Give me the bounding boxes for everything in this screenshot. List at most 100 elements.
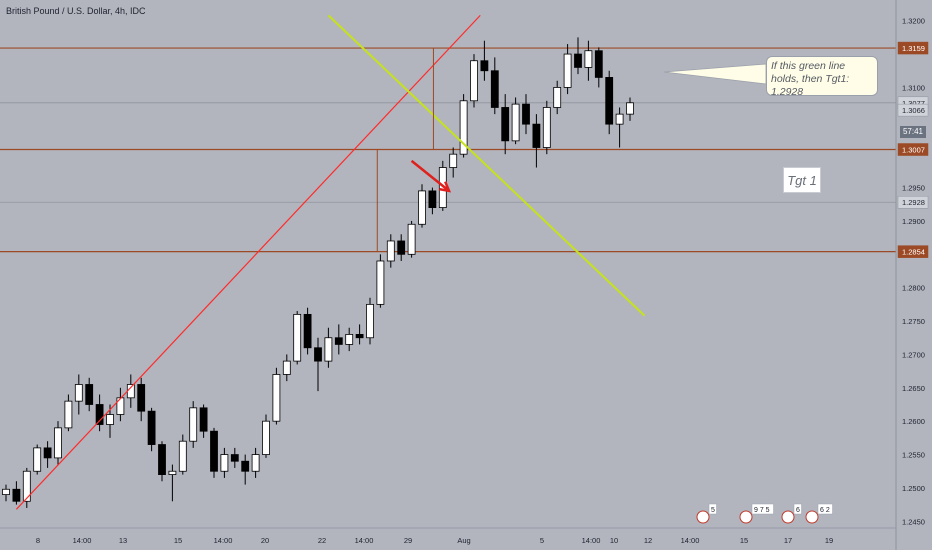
flag-icon	[696, 510, 710, 524]
x-tick-label: 14:00	[73, 536, 92, 545]
candle-body	[95, 404, 104, 425]
candle-body	[2, 488, 10, 496]
candle-body	[480, 60, 489, 72]
y-tick-label: 1.2900	[902, 217, 925, 226]
price-label: 1.3159	[902, 44, 925, 53]
candle-body	[262, 420, 270, 455]
candle-body	[158, 444, 166, 475]
candle-body	[147, 410, 156, 445]
candle-body	[522, 103, 530, 125]
down-arrow	[410, 159, 450, 192]
x-tick-label: 17	[784, 536, 792, 545]
target-label[interactable]: Tgt 1	[783, 167, 821, 193]
candles	[2, 37, 634, 508]
drawings	[15, 14, 767, 510]
candle-body	[542, 107, 551, 148]
calendar-events: 5 9 7 5 6 6 2	[696, 503, 833, 524]
red-trendline	[15, 14, 481, 510]
candle-body	[490, 70, 499, 108]
annotation-note[interactable]: If this green line holds, then Tgt1: 1.2…	[766, 56, 878, 98]
candle-body	[137, 384, 146, 412]
candle-body	[12, 488, 21, 502]
candle-body	[594, 50, 603, 78]
candle-body	[366, 303, 374, 339]
green-trendline	[327, 14, 646, 317]
price-axis: 1.3200 1.3100 1.2950 1.2900 1.2800 1.2750 1.27…	[895, 0, 932, 550]
candle-body	[407, 223, 416, 255]
y-tick-label: 1.2600	[902, 417, 925, 426]
flag-icon	[781, 510, 795, 524]
x-tick-label: 5	[540, 536, 544, 545]
horizontal-levels	[0, 47, 896, 253]
event-count-box	[793, 503, 802, 515]
candle-body	[626, 102, 634, 115]
candle-body	[74, 384, 83, 402]
price-axis-bg	[896, 0, 932, 550]
event-count: 6 2	[820, 507, 830, 514]
candle-body	[584, 50, 593, 68]
price-label: 1.2928	[902, 198, 925, 207]
symbol-title: British Pound / U.S. Dollar, 4h, IDC	[6, 6, 146, 16]
x-tick-label: 14:00	[582, 536, 601, 545]
price-label: 1.2854	[902, 248, 925, 257]
x-tick-label: Aug	[457, 536, 470, 545]
event-count: 5	[711, 507, 715, 514]
x-tick-label: 10	[610, 536, 618, 545]
candle-body	[418, 190, 426, 225]
candle-body	[574, 53, 582, 68]
candle-body	[334, 337, 343, 345]
x-tick-label: 15	[740, 536, 748, 545]
candle-body	[324, 337, 333, 362]
candle-body	[532, 123, 541, 148]
candle-body	[449, 153, 458, 168]
candle-body	[168, 470, 177, 475]
candle-body	[615, 113, 624, 125]
candle-body	[241, 460, 250, 472]
candle-body	[428, 190, 437, 208]
y-tick-label: 1.2450	[902, 517, 925, 526]
price-label-box	[897, 195, 929, 209]
x-tick-label: 29	[404, 536, 412, 545]
candle-body	[293, 313, 302, 362]
price-label: 1.3066	[902, 106, 925, 115]
x-tick-label: 19	[825, 536, 833, 545]
candle-body	[501, 107, 510, 142]
y-tick-label: 1.2750	[902, 317, 925, 326]
candle-body	[106, 414, 114, 425]
note-pointer	[663, 63, 767, 85]
x-tick-label: 14:00	[681, 536, 700, 545]
event-count-box	[708, 503, 717, 515]
price-label-box	[897, 143, 929, 156]
x-tick-label: 15	[174, 536, 182, 545]
x-tick-label: 13	[119, 536, 127, 545]
x-tick-label: 8	[36, 536, 40, 545]
candle-body	[43, 447, 52, 459]
y-tick-label: 1.2500	[902, 484, 925, 493]
x-tick-label: 12	[644, 536, 652, 545]
candle-body	[54, 427, 62, 459]
candle-body	[251, 454, 260, 472]
candle-body	[553, 87, 562, 108]
event-count: 6	[796, 507, 800, 514]
price-label: 1.3077	[902, 99, 925, 108]
event-count-box	[751, 503, 774, 515]
x-tick-label: 22	[318, 536, 326, 545]
candle-body	[605, 77, 614, 125]
candle-body	[314, 347, 322, 362]
candle-body	[189, 407, 198, 442]
candle-body	[397, 240, 406, 255]
candle-body	[470, 60, 478, 102]
flag-icon	[805, 510, 819, 524]
x-tick-label: 14:00	[214, 536, 233, 545]
event-count: 9 7 5	[754, 507, 770, 514]
time-axis: 8 14:00 13 15 14:00 20 22 14:00 29 Aug 5 14:00 10 12 1…	[0, 527, 896, 545]
candle-body	[282, 360, 291, 375]
candle-body	[563, 53, 572, 88]
candle-body	[345, 334, 354, 345]
candle-body	[230, 454, 239, 462]
candle-body	[85, 384, 94, 405]
flag-icon	[739, 510, 753, 524]
candle-body	[126, 384, 135, 399]
candle-body	[459, 100, 468, 155]
